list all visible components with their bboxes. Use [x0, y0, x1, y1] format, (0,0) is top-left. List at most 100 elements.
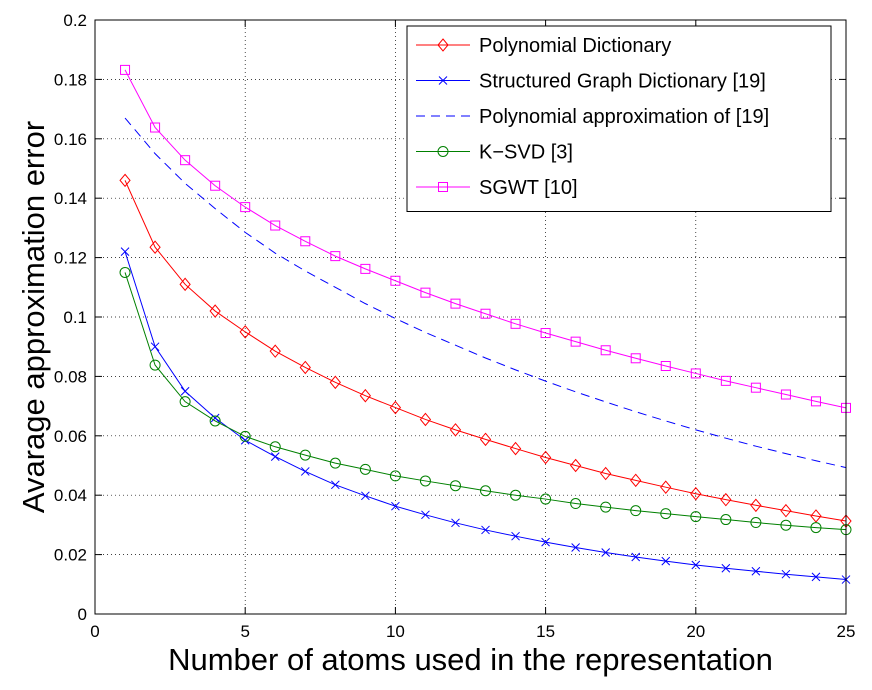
- data-point: [330, 251, 341, 262]
- legend-label: K−SVD [3]: [479, 142, 573, 164]
- data-point: [239, 325, 251, 339]
- data-point: [720, 375, 731, 386]
- x-tick-label: 5: [240, 622, 249, 641]
- data-point: [661, 556, 671, 566]
- data-point: [270, 220, 281, 231]
- legend-label: Polynomial approximation of [19]: [479, 106, 769, 128]
- series-line: [124, 117, 847, 469]
- data-point: [691, 560, 701, 570]
- data-point: [300, 236, 311, 247]
- legend-label: SGWT [10]: [479, 177, 578, 199]
- data-point: [359, 463, 371, 475]
- series-line: [124, 69, 847, 409]
- data-point: [180, 155, 191, 166]
- data-point: [209, 304, 221, 318]
- data-point: [660, 480, 672, 494]
- data-point: [540, 493, 552, 505]
- data-point: [750, 517, 762, 529]
- data-point: [120, 64, 131, 75]
- data-point: [389, 400, 402, 415]
- legend-label: Polynomial Dictionary: [479, 35, 671, 57]
- data-point: [479, 432, 492, 447]
- data-point: [419, 475, 431, 487]
- data-point: [270, 452, 280, 461]
- data-point: [509, 441, 522, 456]
- grid-lines: [95, 20, 846, 614]
- y-tick-label: 0.16: [54, 130, 87, 149]
- data-point: [451, 518, 460, 528]
- series-1: [120, 247, 851, 584]
- data-point: [329, 375, 341, 390]
- series-line: [124, 272, 847, 531]
- data-point: [780, 519, 792, 531]
- series-lines: [119, 64, 852, 584]
- data-point: [631, 552, 641, 562]
- legend-entry: Structured Graph Dictionary [19]: [416, 71, 766, 93]
- y-tick-label: 0.14: [54, 189, 87, 208]
- data-point: [690, 486, 702, 501]
- y-tick-label: 0.04: [54, 486, 87, 505]
- data-point: [569, 458, 582, 473]
- data-point: [391, 501, 400, 511]
- data-point: [360, 263, 371, 274]
- data-point: [541, 537, 550, 547]
- data-point: [330, 480, 340, 490]
- data-point: [149, 240, 161, 254]
- data-point: [240, 202, 251, 213]
- data-point: [329, 457, 341, 469]
- data-point: [210, 413, 220, 423]
- y-tick-label: 0.1: [63, 308, 87, 327]
- y-tick-label: 0.08: [54, 367, 87, 386]
- data-point: [120, 247, 130, 257]
- data-point: [720, 492, 732, 507]
- data-point: [480, 308, 491, 319]
- data-point: [750, 382, 761, 393]
- data-point: [810, 396, 821, 407]
- legend-marker: [438, 76, 448, 85]
- data-point: [119, 266, 131, 278]
- legend: Polynomial Dictionary Structured Graph Di…: [406, 25, 832, 212]
- data-point: [721, 563, 731, 573]
- data-point: [571, 543, 580, 552]
- data-point: [449, 423, 462, 437]
- data-point: [630, 353, 641, 364]
- series-0: [119, 173, 852, 528]
- data-point: [780, 389, 791, 400]
- data-point: [630, 505, 642, 517]
- data-point: [630, 473, 642, 488]
- data-point: [481, 525, 490, 535]
- legend-marker: [437, 38, 449, 52]
- data-point: [449, 480, 461, 492]
- data-point: [300, 467, 310, 476]
- data-point: [180, 386, 190, 396]
- data-point: [570, 498, 582, 510]
- legend-entry: Polynomial approximation of [19]: [416, 106, 769, 128]
- data-point: [239, 430, 251, 442]
- data-point: [720, 514, 732, 526]
- legend-box: [406, 25, 832, 212]
- legend-marker: [437, 146, 449, 157]
- data-point: [539, 450, 552, 465]
- data-point: [210, 180, 221, 191]
- series-4: [120, 64, 851, 413]
- x-tick-label: 0: [90, 622, 99, 641]
- data-point: [750, 498, 762, 513]
- data-point: [600, 345, 611, 356]
- data-point: [389, 470, 401, 482]
- data-point: [690, 368, 701, 379]
- data-point: [781, 569, 791, 579]
- data-point: [420, 287, 431, 298]
- series-3: [119, 266, 852, 536]
- y-axis-label: Avarage approximation error: [16, 121, 51, 513]
- data-point: [150, 342, 160, 352]
- data-point: [660, 508, 672, 520]
- data-point: [390, 275, 401, 286]
- data-point: [690, 511, 702, 523]
- legend-label: Structured Graph Dictionary [19]: [479, 71, 766, 93]
- data-point: [149, 359, 161, 371]
- axis-ticks: 0 5 10 15 20 25 0 0.02 0.04 0.06 0.08 0.1 0.12 0.14 0.…: [54, 11, 856, 641]
- x-tick-label: 10: [386, 622, 405, 641]
- data-point: [480, 485, 492, 497]
- data-point: [810, 522, 822, 534]
- series-2: [124, 117, 847, 469]
